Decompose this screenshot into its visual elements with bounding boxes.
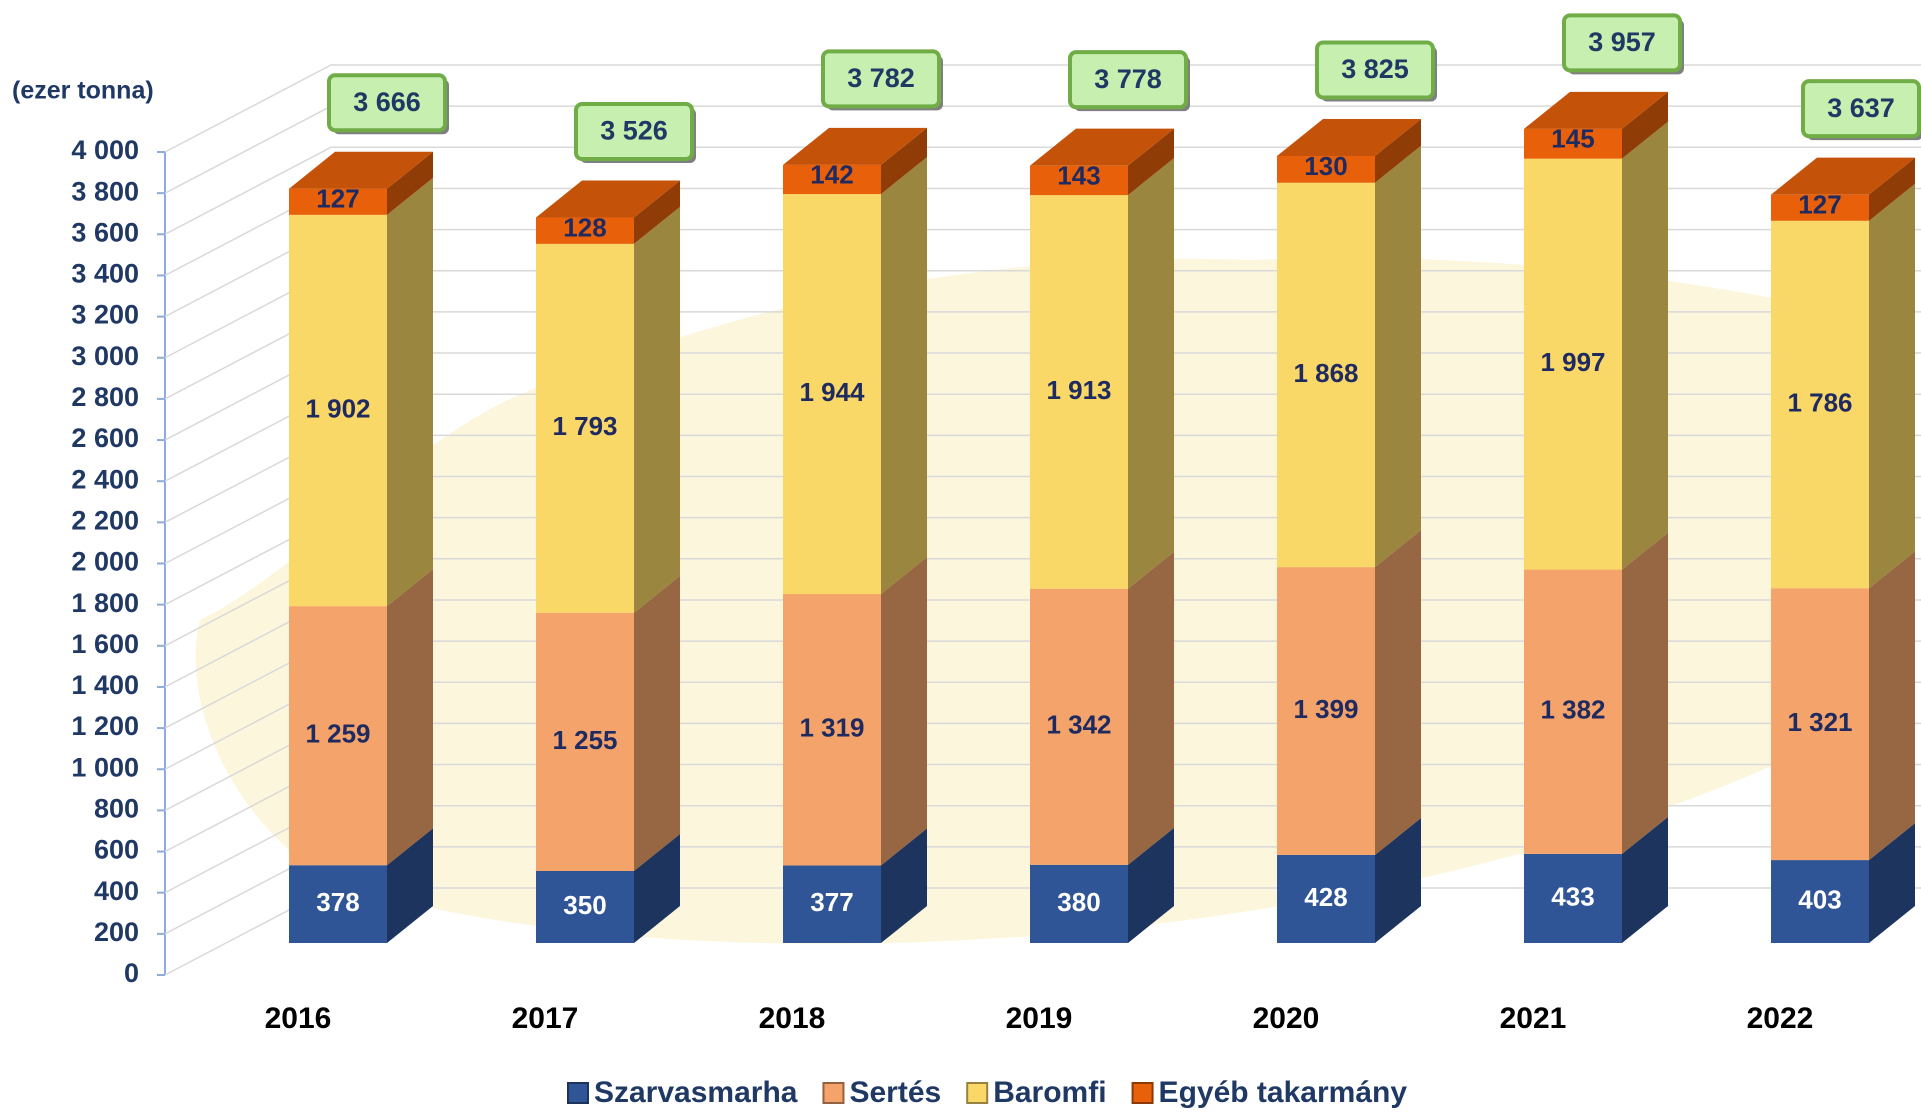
bar-side (1869, 184, 1915, 588)
value-label: 130 (1304, 151, 1347, 181)
legend-swatch (823, 1083, 843, 1103)
bar-side (1375, 530, 1421, 855)
value-label: 377 (810, 887, 853, 917)
y-tick-label: 3 200 (71, 300, 139, 330)
total-label: 3 778 (1094, 64, 1162, 94)
bar-side (881, 157, 927, 594)
value-label: 1 255 (552, 725, 617, 755)
value-label: 128 (563, 212, 606, 242)
value-label: 380 (1057, 887, 1100, 917)
value-label: 143 (1057, 161, 1100, 191)
legend-swatch (1133, 1083, 1153, 1103)
value-label: 127 (1798, 190, 1841, 220)
legend-swatch (967, 1083, 987, 1103)
y-tick-label: 3 400 (71, 259, 139, 289)
x-tick-label: 2022 (1747, 1002, 1814, 1035)
y-tick-label: 800 (94, 794, 139, 824)
bar-side (1869, 551, 1915, 860)
y-tick-label: 4 000 (71, 135, 139, 165)
value-label: 1 342 (1046, 710, 1111, 740)
bar-side (387, 569, 433, 865)
x-tick-label: 2017 (512, 1002, 579, 1035)
value-label: 1 319 (799, 713, 864, 743)
value-label: 1 793 (552, 411, 617, 441)
x-tick-label: 2021 (1500, 1002, 1567, 1035)
y-tick-label: 3 000 (71, 341, 139, 371)
y-tick-label: 1 800 (71, 588, 139, 618)
bar-side (1622, 533, 1668, 854)
value-label: 428 (1304, 882, 1347, 912)
value-label: 1 902 (305, 393, 370, 423)
legend-label: Sertés (849, 1076, 941, 1109)
x-tick-label: 2020 (1253, 1002, 1320, 1035)
chart: (ezer tonna) 0 200 400 600 800 1 000 1 200 1 40… (0, 0, 1921, 1113)
x-tick-label: 2019 (1006, 1002, 1073, 1035)
value-label: 350 (563, 890, 606, 920)
value-label: 403 (1798, 884, 1841, 914)
y-tick-label: 600 (94, 835, 139, 865)
y-tick-label: 200 (94, 917, 139, 947)
x-tick-label: 2018 (759, 1002, 826, 1035)
bar-side (387, 178, 433, 606)
bar-side (634, 576, 680, 871)
bar-side (1375, 146, 1421, 567)
bar-side (1622, 122, 1668, 570)
y-tick-label: 1 600 (71, 629, 139, 659)
total-label: 3 957 (1588, 27, 1656, 57)
value-label: 1 997 (1540, 347, 1605, 377)
total-label: 3 526 (600, 116, 668, 146)
legend: Szarvasmarha Sertés Baromfi Egyéb takarmány (568, 1076, 1407, 1109)
bar-side (634, 207, 680, 613)
y-tick-label: 2 800 (71, 382, 139, 412)
value-label: 1 786 (1787, 387, 1852, 417)
y-tick-label: 2 200 (71, 505, 139, 535)
value-label: 1 913 (1046, 375, 1111, 405)
y-tick-label: 2 600 (71, 423, 139, 453)
legend-swatch (568, 1083, 588, 1103)
bar-side (1128, 552, 1174, 865)
y-tick-label: 1 400 (71, 670, 139, 700)
value-label: 1 944 (799, 377, 865, 407)
x-tick-label: 2016 (265, 1002, 332, 1035)
value-label: 142 (810, 160, 853, 190)
value-label: 433 (1551, 881, 1594, 911)
value-label: 127 (316, 184, 359, 214)
legend-label: Egyéb takarmány (1159, 1076, 1408, 1109)
y-tick-label: 1 000 (71, 752, 139, 782)
y-tick-label: 0 (124, 958, 139, 988)
y-tick-label: 400 (94, 876, 139, 906)
value-label: 378 (316, 887, 359, 917)
value-label: 1 868 (1293, 358, 1358, 388)
y-tick-label: 3 600 (71, 217, 139, 247)
y-tick-label: 1 200 (71, 711, 139, 741)
y-tick-label: 2 400 (71, 464, 139, 494)
bar-side (1128, 158, 1174, 589)
value-label: 1 259 (305, 719, 370, 749)
value-label: 1 382 (1540, 695, 1605, 725)
total-label: 3 666 (353, 87, 421, 117)
total-label: 3 782 (847, 63, 915, 93)
value-label: 1 399 (1293, 694, 1358, 724)
legend-label: Szarvasmarha (594, 1076, 798, 1109)
y-tick-label: 3 800 (71, 176, 139, 206)
value-label: 145 (1551, 124, 1594, 154)
total-label: 3 825 (1341, 54, 1409, 84)
y-axis-label: (ezer tonna) (12, 77, 154, 105)
total-label: 3 637 (1827, 93, 1895, 123)
bar-side (881, 557, 927, 865)
legend-label: Baromfi (993, 1076, 1106, 1109)
y-tick-label: 2 000 (71, 547, 139, 577)
value-label: 1 321 (1787, 707, 1852, 737)
